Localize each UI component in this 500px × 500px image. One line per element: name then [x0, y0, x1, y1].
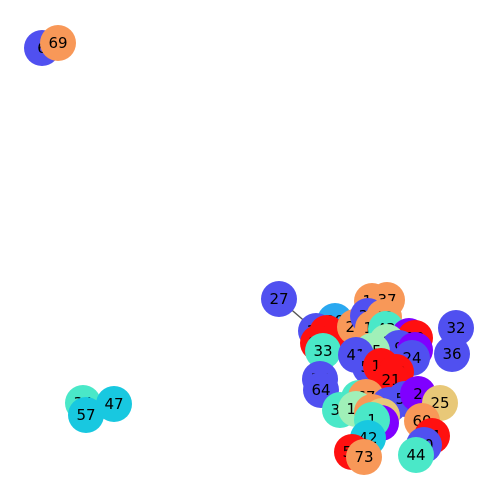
node-label-47: 47: [104, 395, 123, 413]
node-label-25: 25: [430, 394, 449, 412]
node-label-2: 2: [413, 385, 423, 403]
node-36: 36: [434, 336, 470, 372]
node-33: 33: [305, 333, 341, 369]
node-circle-47: [96, 386, 132, 422]
node-label-44: 44: [406, 446, 425, 464]
node-label-69: 69: [48, 34, 67, 52]
node-73: 73: [346, 439, 382, 475]
node-69: 69: [40, 25, 76, 61]
node-label-32: 32: [446, 319, 465, 337]
node-circle-27: [261, 281, 297, 317]
node-circle-36: [434, 336, 470, 372]
node-label-57: 57: [76, 406, 95, 424]
node-label-1: 1: [367, 411, 377, 429]
node-circle-33: [305, 333, 341, 369]
node-label-36: 36: [442, 345, 461, 363]
node-57: 57: [68, 397, 104, 433]
node-47: 47: [96, 386, 132, 422]
node-44: 44: [398, 437, 434, 473]
node-label-33: 33: [313, 342, 332, 360]
node-layer: 6693457472729166222283323133730121743521…: [24, 25, 474, 475]
node-27: 27: [261, 281, 297, 317]
node-circle-73: [346, 439, 382, 475]
node-label-64: 64: [311, 381, 330, 399]
node-circle-44: [398, 437, 434, 473]
node-circle-69: [40, 25, 76, 61]
node-label-27: 27: [269, 290, 288, 308]
node-circle-57: [68, 397, 104, 433]
node-label-73: 73: [354, 448, 373, 466]
